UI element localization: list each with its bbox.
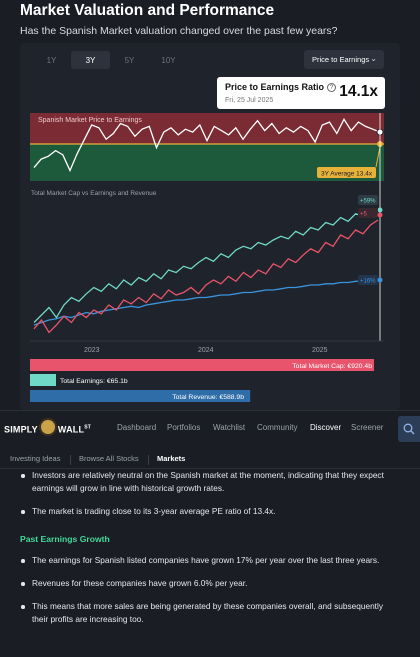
earnings-line [33,210,379,323]
revenue-end-tag [358,275,378,285]
pe-line [33,117,381,173]
revenue-line [33,279,378,326]
nav-dashboard[interactable]: Dashboard [117,423,157,432]
pe-average-badge [317,167,376,178]
insights-content: Investors are relatively neutral on the … [20,469,395,626]
growth-chart-title: Total Market Cap vs Earnings and Revenue [31,190,157,197]
list-item: This means that more sales are being gen… [20,600,395,626]
page-subtitle: Has the Spanish Market valuation changed… [20,25,338,37]
chevron-down-icon: ⌄ [370,54,377,63]
help-icon[interactable]: ? [327,83,337,92]
market-cap-bar-label: Total Market Cap: €920.4b [292,363,372,370]
subnav-markets[interactable]: Markets [157,454,186,463]
nav-watchlist[interactable]: Watchlist [213,423,246,432]
tab-1y[interactable]: 1Y [46,55,57,65]
subnav-divider [148,455,149,465]
earnings-bar-label: Total Earnings: €65.1b [60,378,128,385]
marketcap-end-tag [358,208,378,218]
sub-navbar: Investing Ideas Browse All Stocks Market… [0,450,420,469]
nav-screener[interactable]: Screener [351,423,384,432]
marketcap-end-tag-text: +5 [360,212,368,218]
nav-community[interactable]: Community [257,423,298,432]
tab-10y[interactable]: 10Y [161,55,176,65]
earnings-end-tag [358,195,378,205]
x-tick-2023: 2023 [84,347,100,354]
marketcap-end-point [377,212,383,218]
timeframe-tabs: 1Y 3Y 5Y 10Y [32,51,188,69]
search-icon [403,423,415,435]
revenue-bar-label: Total Revenue: €588.9b [172,394,244,401]
x-tick-2024: 2024 [198,347,214,354]
earnings-end-point [377,207,383,213]
earnings-end-tag-text: +59% [360,199,376,205]
revenue-end-point [377,277,383,283]
lion-logo-icon [38,418,57,436]
metric-select-value: Price to Earnings [312,55,370,64]
pe-tooltip: Price to Earnings Ratio? Fri, 25 Jul 202… [217,77,385,109]
market-cap-line [33,219,379,334]
pe-above-average-band [30,113,384,144]
tab-5y[interactable]: 5Y [124,55,135,65]
pe-average-label: 3Y Average 13.4x [321,171,373,178]
subnav-divider [70,455,71,465]
list-item: The earnings for Spanish listed companie… [20,554,395,567]
valuation-chart-card: Spanish Market Price to Earnings 3Y Aver… [20,43,400,410]
valuation-chart-svg[interactable]: Spanish Market Price to Earnings 3Y Aver… [20,43,400,410]
x-tick-2025: 2025 [312,347,328,354]
subnav-investing-ideas[interactable]: Investing Ideas [10,454,61,463]
nav-portfolios[interactable]: Portfolios [167,423,201,432]
market-cap-bar [30,359,374,371]
pe-avg-connector [375,146,381,168]
simply-wall-st-logo[interactable]: SIMPLY WALLST [4,418,91,436]
search-button[interactable] [398,416,420,442]
tab-3y[interactable]: 3Y [71,51,110,69]
subnav-browse-all-stocks[interactable]: Browse All Stocks [79,454,139,463]
top-navbar: SIMPLY WALLST Dashboard Portfolios Watchl… [0,410,420,450]
revenue-end-tag-text: +16% [360,279,376,285]
section-heading: Past Earnings Growth [20,534,110,544]
nav-discover[interactable]: Discover [310,423,342,432]
tooltip-value: 14.1x [339,83,378,100]
page-title: Market Valuation and Performance [20,2,275,19]
pe-chart-title: Spanish Market Price to Earnings [38,117,142,124]
tooltip-label: Price to Earnings Ratio [225,82,325,92]
metric-select[interactable]: Price to Earnings ⌄ [304,50,384,69]
tooltip-date: Fri, 25 Jul 2025 [225,97,274,104]
revenue-bar [30,390,251,402]
earnings-bar [30,374,56,386]
list-item: The market is trading close to its 3-yea… [20,505,395,518]
list-item: Revenues for these companies have grown … [20,577,395,590]
list-item: Investors are relatively neutral on the … [20,469,395,495]
